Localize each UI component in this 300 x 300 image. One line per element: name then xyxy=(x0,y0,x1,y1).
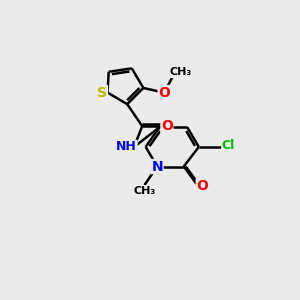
Text: CH₃: CH₃ xyxy=(169,68,191,77)
Text: N: N xyxy=(152,160,163,173)
Text: Cl: Cl xyxy=(222,139,235,152)
Text: O: O xyxy=(158,85,170,100)
Text: O: O xyxy=(196,179,208,193)
Text: NH: NH xyxy=(116,140,137,153)
Text: CH₃: CH₃ xyxy=(134,186,156,196)
Text: S: S xyxy=(98,85,107,100)
Text: O: O xyxy=(161,119,173,133)
